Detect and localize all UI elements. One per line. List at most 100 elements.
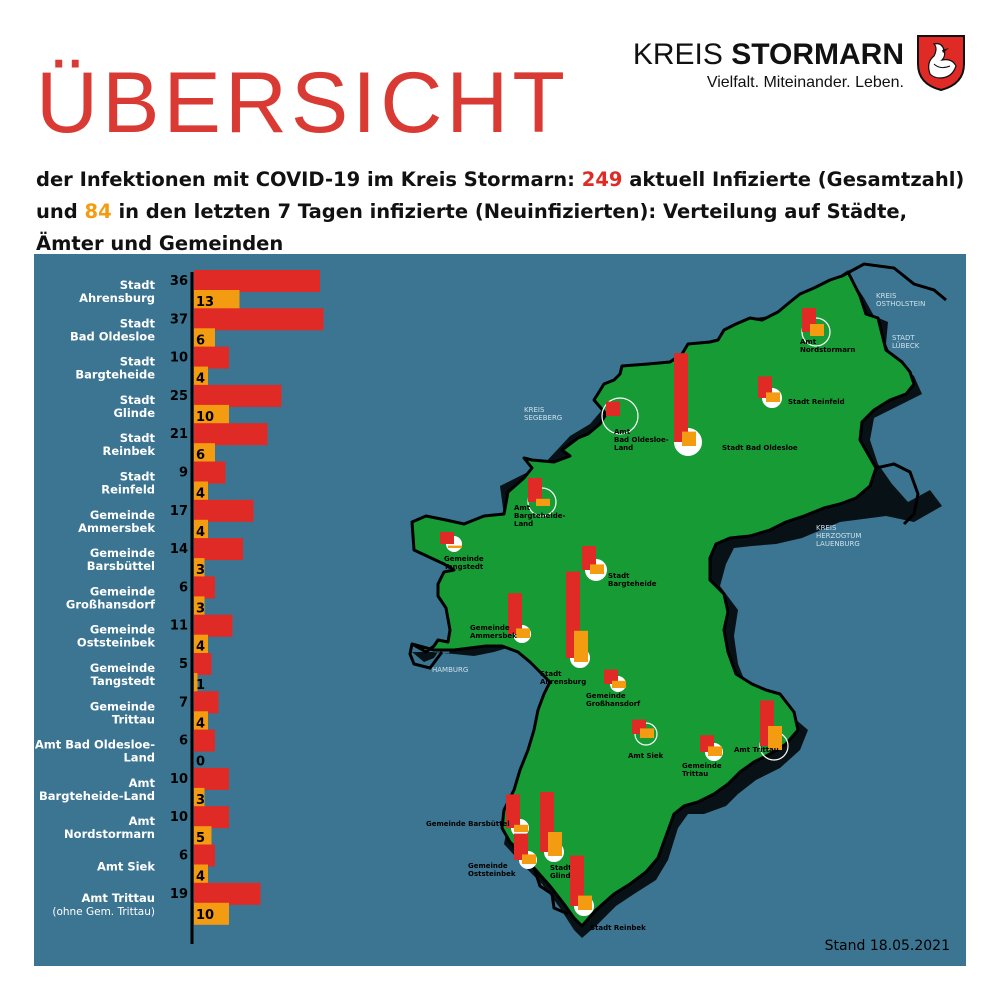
value-label-total: 21 — [170, 427, 188, 442]
place-label-line: Gemeinde — [586, 692, 626, 700]
bar-total — [194, 767, 229, 790]
category-label-line: Bad Oldesloe — [70, 329, 155, 343]
place-label: Gemeinde Großhansdorf — [586, 692, 641, 708]
total-infected-value: 249 — [581, 168, 623, 191]
bar-total — [194, 691, 219, 714]
place-label: Gemeinde Tangstedt — [444, 555, 484, 571]
place-label-line: Gemeinde — [444, 555, 484, 563]
bar-new — [194, 328, 215, 351]
map-bar-new — [768, 726, 782, 750]
value-label-new: 5 — [196, 831, 205, 846]
value-label-new: 10 — [196, 410, 214, 425]
place-label-line: Großhansdorf — [586, 700, 641, 708]
bar-new — [194, 481, 208, 504]
bar-new — [194, 902, 229, 925]
map-bar-new — [448, 545, 462, 548]
category-label-line: Gemeinde — [90, 508, 155, 522]
value-label-new: 10 — [196, 908, 214, 923]
place-label-line: Bargteheide — [608, 580, 657, 588]
neighbor-region-line: HAMBURG — [432, 666, 468, 674]
stand-date: Stand 18.05.2021 — [824, 938, 950, 954]
place-label-line: Stadt Bad Oldesloe — [722, 444, 798, 452]
value-label-new: 13 — [196, 295, 214, 310]
value-label-total: 7 — [179, 695, 188, 710]
subtitle-text-3: in den letzten 7 Tagen infizierte (Neuin… — [36, 200, 908, 255]
map-bar-total — [604, 669, 618, 684]
place-label: Gemeinde Trittau — [682, 762, 722, 778]
kreis-stormarn-area — [410, 270, 916, 928]
category-label-line: Amt Siek — [97, 860, 155, 874]
place-label: Amt Bad Oldesloe-Land — [614, 428, 669, 452]
category-label: Gemeinde Trittau — [90, 699, 155, 726]
place-label-line: Amt Trittau — [734, 746, 779, 754]
place-label: Stadt Glinde — [550, 864, 576, 880]
category-label-line: Reinbek — [103, 444, 156, 458]
kreis-stormarn-logo: KREIS STORMARN Vielfalt. Miteinander. Le… — [633, 34, 966, 94]
place-label-line: Stadt — [550, 864, 572, 872]
coat-of-arms-swan-icon — [917, 35, 965, 92]
western-boundary-line — [408, 643, 444, 670]
value-label-new: 6 — [196, 333, 205, 348]
place-label-line: Glinde — [550, 872, 576, 880]
southern-boundary-line — [532, 867, 569, 916]
map-bar-new — [548, 832, 562, 856]
value-label-new: 6 — [196, 448, 205, 463]
category-label: Gemeinde Oststeinbek — [77, 623, 155, 650]
category-label-line: Stadt — [120, 316, 156, 330]
value-label-total: 9 — [179, 466, 188, 481]
bar-total — [194, 576, 215, 599]
bar-total — [194, 499, 254, 522]
place-label-line: Stadt — [540, 670, 562, 678]
value-label-total: 5 — [179, 657, 188, 672]
map-bar-total — [440, 532, 454, 544]
logo-name-bold: STORMARN — [731, 38, 904, 71]
bar-total — [194, 423, 268, 446]
logo-name: KREIS STORMARN — [633, 40, 904, 70]
map-bar-new — [766, 392, 780, 402]
place-label: Stadt Reinbek — [590, 924, 646, 932]
map-bar-new — [682, 431, 696, 446]
value-label-new: 3 — [196, 601, 205, 616]
value-label-new: 3 — [196, 793, 205, 808]
category-label-line: Barsbüttel — [87, 559, 155, 573]
map-bar-total — [570, 855, 584, 906]
place-label-line: Gemeinde — [682, 762, 722, 770]
neighbor-region-label: KREIS SEGEBERG — [524, 406, 562, 422]
category-label-line: Gemeinde — [90, 584, 155, 598]
map-bar-total — [606, 401, 620, 416]
bar-total — [194, 653, 212, 675]
bar-total — [194, 384, 282, 407]
bar-new — [194, 787, 205, 810]
chart-panel: KREIS OSTHOLSTEIN STADT LÜBECK KREIS SEGEBERG… — [34, 254, 966, 966]
map-bar-new — [640, 728, 654, 738]
place-label-line: Oststeinbek — [468, 870, 516, 878]
category-label-line: Stadt — [120, 278, 156, 292]
map-bar-total — [674, 353, 688, 442]
place-label-line: Gemeinde Barsbüttel — [426, 820, 510, 828]
value-label-total: 17 — [170, 504, 188, 519]
category-label-line: Amt — [129, 776, 156, 790]
place-label-line: Bargteheide- — [514, 512, 566, 520]
category-label-line: Ahrensburg — [79, 291, 155, 305]
value-label-total: 36 — [170, 274, 188, 289]
map-bar-new — [522, 854, 536, 864]
place-label-line: Amt — [514, 504, 531, 512]
value-label-total: 10 — [170, 772, 188, 787]
bar-total — [194, 729, 215, 752]
bar-total — [194, 882, 261, 905]
category-label: Gemeinde Barsbüttel — [87, 546, 155, 573]
map-bar-new — [536, 498, 550, 506]
category-label-line: Stadt — [120, 355, 156, 369]
category-label-line: Amt Trittau — [81, 891, 155, 905]
category-label: Stadt Bad Oldesloe — [70, 316, 155, 343]
bar-new — [194, 711, 208, 734]
subtitle-text-2: aktuell Infizierte (Gesamtzahl) und — [36, 168, 965, 223]
map-bar-total — [582, 546, 596, 570]
place-label-line: Stadt — [608, 572, 630, 580]
category-label: Amt Bad Oldesloe-Land — [35, 738, 155, 765]
category-label-line: Tangstedt — [91, 674, 156, 688]
category-label-line: Stadt — [120, 431, 156, 445]
bar-new — [194, 443, 215, 466]
bar-total — [194, 806, 229, 829]
value-label-total: 6 — [179, 734, 188, 749]
